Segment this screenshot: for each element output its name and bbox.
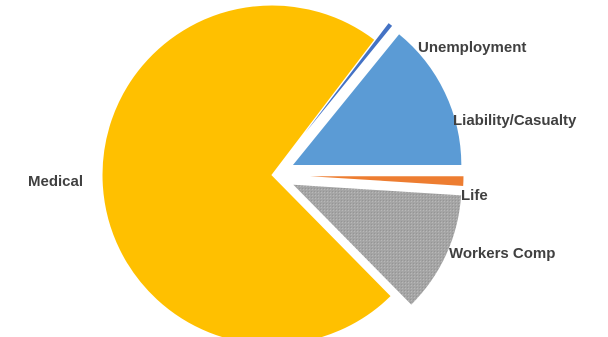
- pie-slice-life: [293, 175, 465, 188]
- label-liability-casualty: Liability/Casualty: [453, 112, 577, 129]
- pie-slices: [101, 4, 465, 337]
- pie-slice-workers-comp: [290, 183, 463, 307]
- label-workers-comp: Workers Comp: [449, 245, 555, 262]
- label-unemployment: Unemployment: [418, 39, 526, 56]
- pie-slice-unemployment: [285, 21, 394, 159]
- label-medical: Medical: [28, 173, 83, 190]
- pie-labels: Unemployment Liability/Casualty Life Wor…: [28, 39, 577, 262]
- label-life: Life: [461, 187, 488, 204]
- pie-slice-medical: [101, 4, 392, 337]
- pie-slice-liability-casualty: [290, 32, 463, 167]
